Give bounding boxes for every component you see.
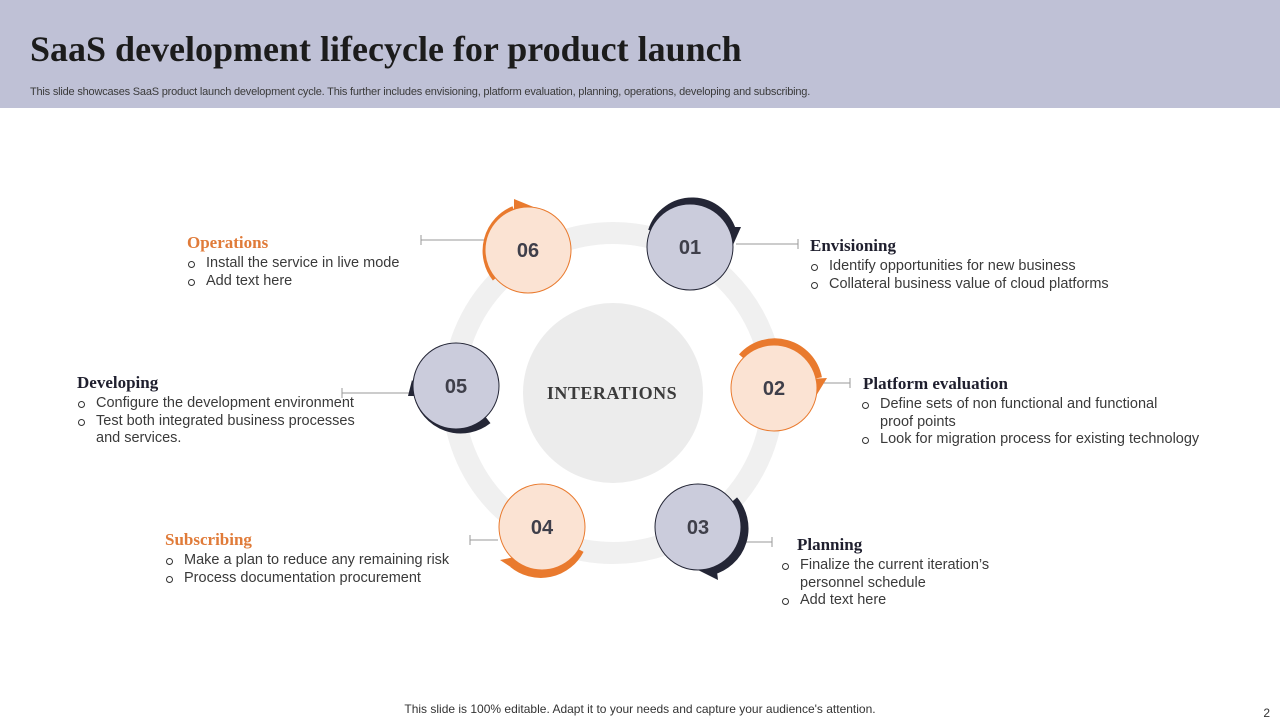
connector-04	[469, 535, 498, 545]
planning-bullet-2: Add text here	[781, 592, 1021, 610]
operations-block: Operations Install the service in live m…	[187, 233, 427, 290]
node-03-arc	[710, 497, 749, 575]
operations-bullet-1: Install the service in live mode	[187, 255, 427, 273]
node-01: 01	[646, 197, 741, 291]
node-03-number: 03	[687, 517, 709, 539]
node-05: 05	[408, 342, 500, 434]
node-03-circle	[654, 483, 742, 571]
node-01-number: 01	[679, 237, 701, 259]
platform-evaluation-bullet-2: Look for migration process for existing …	[861, 431, 1206, 449]
node-05-number: 05	[445, 376, 467, 398]
envisioning-bullet-2: Collateral business value of cloud platf…	[810, 276, 1150, 294]
planning-bullet-1: Finalize the current iteration’s personn…	[781, 557, 1005, 592]
node-04-number: 04	[531, 517, 554, 539]
connector-01	[736, 239, 799, 249]
connector-03	[744, 537, 773, 547]
platform-evaluation-bullet-1: Define sets of non functional and functi…	[861, 396, 1170, 431]
developing-bullet-1: Configure the development environment	[77, 395, 367, 413]
planning-block: Planning Finalize the current iteration’…	[781, 535, 1021, 610]
node-06-circle	[484, 206, 572, 294]
center-disc	[523, 303, 703, 483]
developing-title: Developing	[77, 373, 159, 392]
operations-title: Operations	[187, 233, 269, 252]
subscribing-bullet-1: Make a plan to reduce any remaining risk	[165, 552, 465, 570]
node-06: 06	[482, 199, 572, 294]
center-label: INTERATIONS	[547, 383, 677, 403]
footer-note: This slide is 100% editable. Adapt it to…	[404, 702, 876, 716]
subscribing-block: Subscribing Make a plan to reduce any re…	[165, 530, 465, 587]
envisioning-bullet-1: Identify opportunities for new business	[810, 258, 1150, 276]
node-02-arc	[739, 338, 822, 379]
node-03: 03	[654, 483, 749, 580]
page-number: 2	[1263, 706, 1270, 720]
subscribing-bullet-2: Process documentation procurement	[165, 570, 465, 588]
node-02-number: 02	[763, 378, 785, 400]
connector-05	[341, 388, 410, 398]
node-04: 04	[498, 483, 586, 578]
subscribing-title: Subscribing	[165, 530, 252, 549]
operations-bullet-2: Add text here	[187, 273, 427, 291]
node-05-circle	[412, 342, 500, 430]
node-01-circle	[646, 203, 734, 291]
node-02: 02	[730, 338, 827, 432]
header-bar: SaaS development lifecycle for product l…	[0, 0, 1280, 108]
developing-block: Developing Configure the development env…	[77, 373, 367, 448]
node-02-circle	[730, 344, 818, 432]
planning-title: Planning	[797, 535, 863, 554]
node-06-number: 06	[517, 240, 539, 262]
platform-evaluation-block: Platform evaluation Define sets of non f…	[861, 374, 1206, 449]
node-04-circle	[498, 483, 586, 571]
envisioning-title: Envisioning	[810, 236, 896, 255]
slide-title: SaaS development lifecycle for product l…	[30, 29, 742, 69]
developing-bullet-2: Test both integrated business processes …	[77, 413, 366, 448]
connector-06	[420, 235, 484, 245]
slide-subtitle: This slide showcases SaaS product launch…	[30, 86, 811, 98]
platform-evaluation-title: Platform evaluation	[863, 374, 1008, 393]
envisioning-block: Envisioning Identify opportunities for n…	[810, 236, 1150, 293]
node-04-arc	[510, 548, 584, 578]
